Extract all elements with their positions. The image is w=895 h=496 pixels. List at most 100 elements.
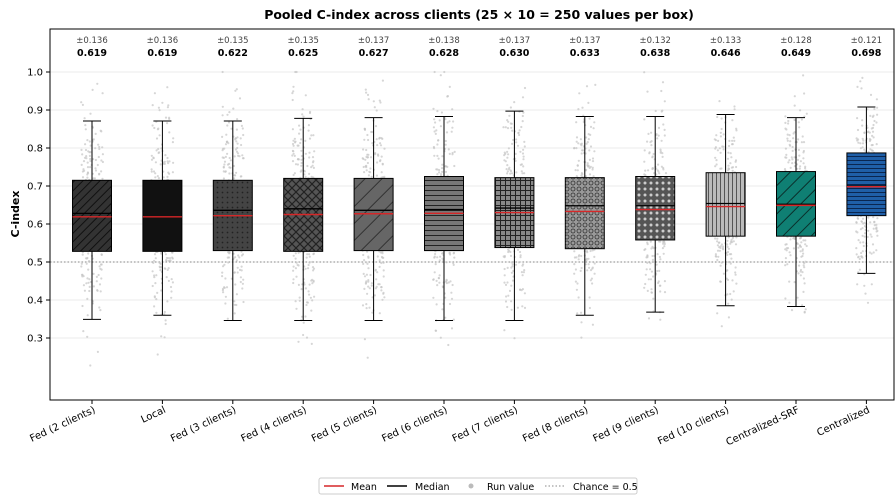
run-value-point <box>659 258 662 261</box>
run-value-point <box>509 254 513 257</box>
run-value-point <box>575 140 578 143</box>
run-value-point <box>656 269 659 273</box>
run-value-point <box>727 151 730 154</box>
run-value-point <box>440 173 443 176</box>
run-value-point <box>363 287 366 290</box>
run-value-point <box>100 159 103 162</box>
run-value-point <box>436 154 439 157</box>
run-value-point <box>727 247 731 250</box>
x-tick-label: Centralized-SRF <box>724 405 801 449</box>
run-value-point <box>235 88 238 91</box>
run-value-point <box>523 145 526 148</box>
run-value-point <box>875 227 878 230</box>
run-value-point <box>363 127 366 130</box>
run-value-point <box>365 261 368 264</box>
run-value-point <box>801 249 804 252</box>
run-value-point <box>242 278 245 281</box>
run-value-point <box>226 163 230 166</box>
run-value-point <box>726 253 729 256</box>
run-value-point <box>734 271 737 274</box>
run-value-point <box>453 256 456 259</box>
run-value-point <box>800 255 803 258</box>
run-value-point <box>520 125 523 129</box>
run-value-point <box>796 296 799 299</box>
run-value-point <box>733 105 736 108</box>
run-value-point <box>591 267 594 270</box>
run-value-point <box>658 240 661 243</box>
run-value-point <box>97 273 100 277</box>
run-value-point <box>580 266 583 270</box>
run-value-point <box>311 260 314 264</box>
run-value-point <box>223 286 226 289</box>
run-value-point <box>799 160 803 163</box>
run-value-point <box>646 243 649 246</box>
run-value-point <box>303 173 306 176</box>
run-value-point <box>663 291 667 294</box>
run-value-point <box>659 318 662 321</box>
run-value-point <box>153 259 156 262</box>
run-value-point <box>789 140 792 143</box>
run-value-point <box>100 130 103 133</box>
run-value-point <box>518 133 521 137</box>
run-value-point <box>663 241 666 244</box>
run-value-point <box>154 172 157 175</box>
run-value-point <box>366 262 369 265</box>
run-value-point <box>663 245 666 248</box>
run-value-point <box>151 104 154 107</box>
run-value-point <box>383 296 386 299</box>
run-value-point <box>371 142 374 145</box>
run-value-point <box>721 247 725 250</box>
run-value-point <box>651 155 654 158</box>
run-value-point <box>164 253 167 256</box>
run-value-point <box>164 154 167 157</box>
run-value-point <box>380 171 383 174</box>
run-value-point <box>150 168 153 171</box>
run-value-point <box>450 297 454 300</box>
std-annotation: ±0.137 <box>499 36 530 46</box>
run-value-point <box>292 281 295 285</box>
run-value-point <box>307 129 310 132</box>
run-value-point <box>376 271 379 274</box>
run-value-point <box>862 139 865 142</box>
run-value-point <box>367 138 370 142</box>
run-value-point <box>151 270 154 273</box>
run-value-point <box>714 147 717 150</box>
run-value-point <box>222 166 225 169</box>
run-value-point <box>715 134 718 137</box>
run-value-point <box>503 274 506 277</box>
run-value-point <box>310 175 313 178</box>
run-value-point <box>728 167 731 171</box>
run-value-point <box>804 260 807 263</box>
run-value-point <box>238 97 242 100</box>
run-value-point <box>651 258 655 261</box>
run-value-point <box>221 275 224 278</box>
run-value-point <box>433 70 436 74</box>
run-value-point <box>861 142 865 145</box>
run-value-point <box>378 265 381 268</box>
run-value-point <box>718 147 721 150</box>
run-value-point <box>152 156 155 159</box>
box-group <box>283 117 324 322</box>
mean-annotation: 0.619 <box>77 48 107 59</box>
x-tick-label: Centralized <box>815 405 871 439</box>
run-value-point <box>579 143 582 146</box>
run-value-point <box>88 278 91 281</box>
run-value-point <box>726 245 729 248</box>
run-value-point <box>150 170 153 173</box>
run-value-point <box>306 253 309 256</box>
run-value-point <box>591 166 594 169</box>
run-value-point <box>857 239 860 242</box>
run-value-point <box>298 124 301 127</box>
run-value-point <box>792 247 796 250</box>
run-value-point <box>447 281 450 284</box>
run-value-point <box>380 155 383 158</box>
legend-mean-label: Mean <box>351 482 377 493</box>
run-value-point <box>589 165 592 168</box>
run-value-point <box>646 261 649 264</box>
run-value-point <box>238 268 242 271</box>
run-value-point <box>223 160 227 163</box>
run-value-point <box>80 265 83 268</box>
run-value-point <box>593 262 596 265</box>
mean-annotation: 0.698 <box>851 48 881 59</box>
run-value-point <box>578 92 581 95</box>
